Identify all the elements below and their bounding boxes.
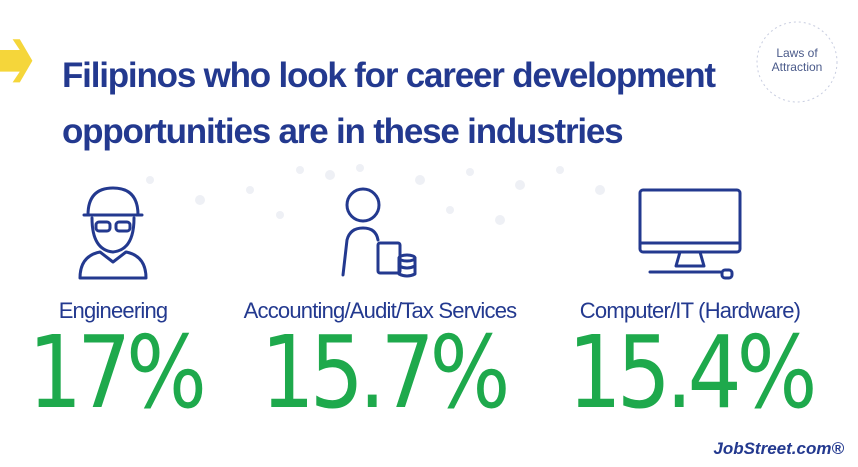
industry-label: Computer/IT (Hardware) (579, 298, 801, 323)
engineer-icon (78, 186, 148, 280)
arrow-icon (0, 39, 33, 83)
computer-icon (638, 188, 742, 280)
badge: Laws of Attraction (748, 20, 846, 100)
industry-label: Engineering (58, 298, 168, 323)
industry-label: Accounting/Audit/Tax Services (243, 298, 518, 323)
badge-line: Laws of (776, 46, 818, 60)
industry-percent: 15.4% (567, 314, 818, 431)
badge-ring (756, 21, 838, 103)
title-line: Filipinos who look for career developmen… (62, 56, 716, 95)
title-line: opportunities are in these industries (62, 112, 624, 151)
badge-line: Attraction (771, 60, 823, 74)
logo: JobStreet.com® (713, 439, 844, 458)
title: Filipinos who look for career developmen… (62, 48, 716, 160)
accountant-icon (341, 187, 417, 278)
industry-percent: 17% (28, 314, 207, 431)
industry-percent: 15.7% (260, 314, 511, 431)
